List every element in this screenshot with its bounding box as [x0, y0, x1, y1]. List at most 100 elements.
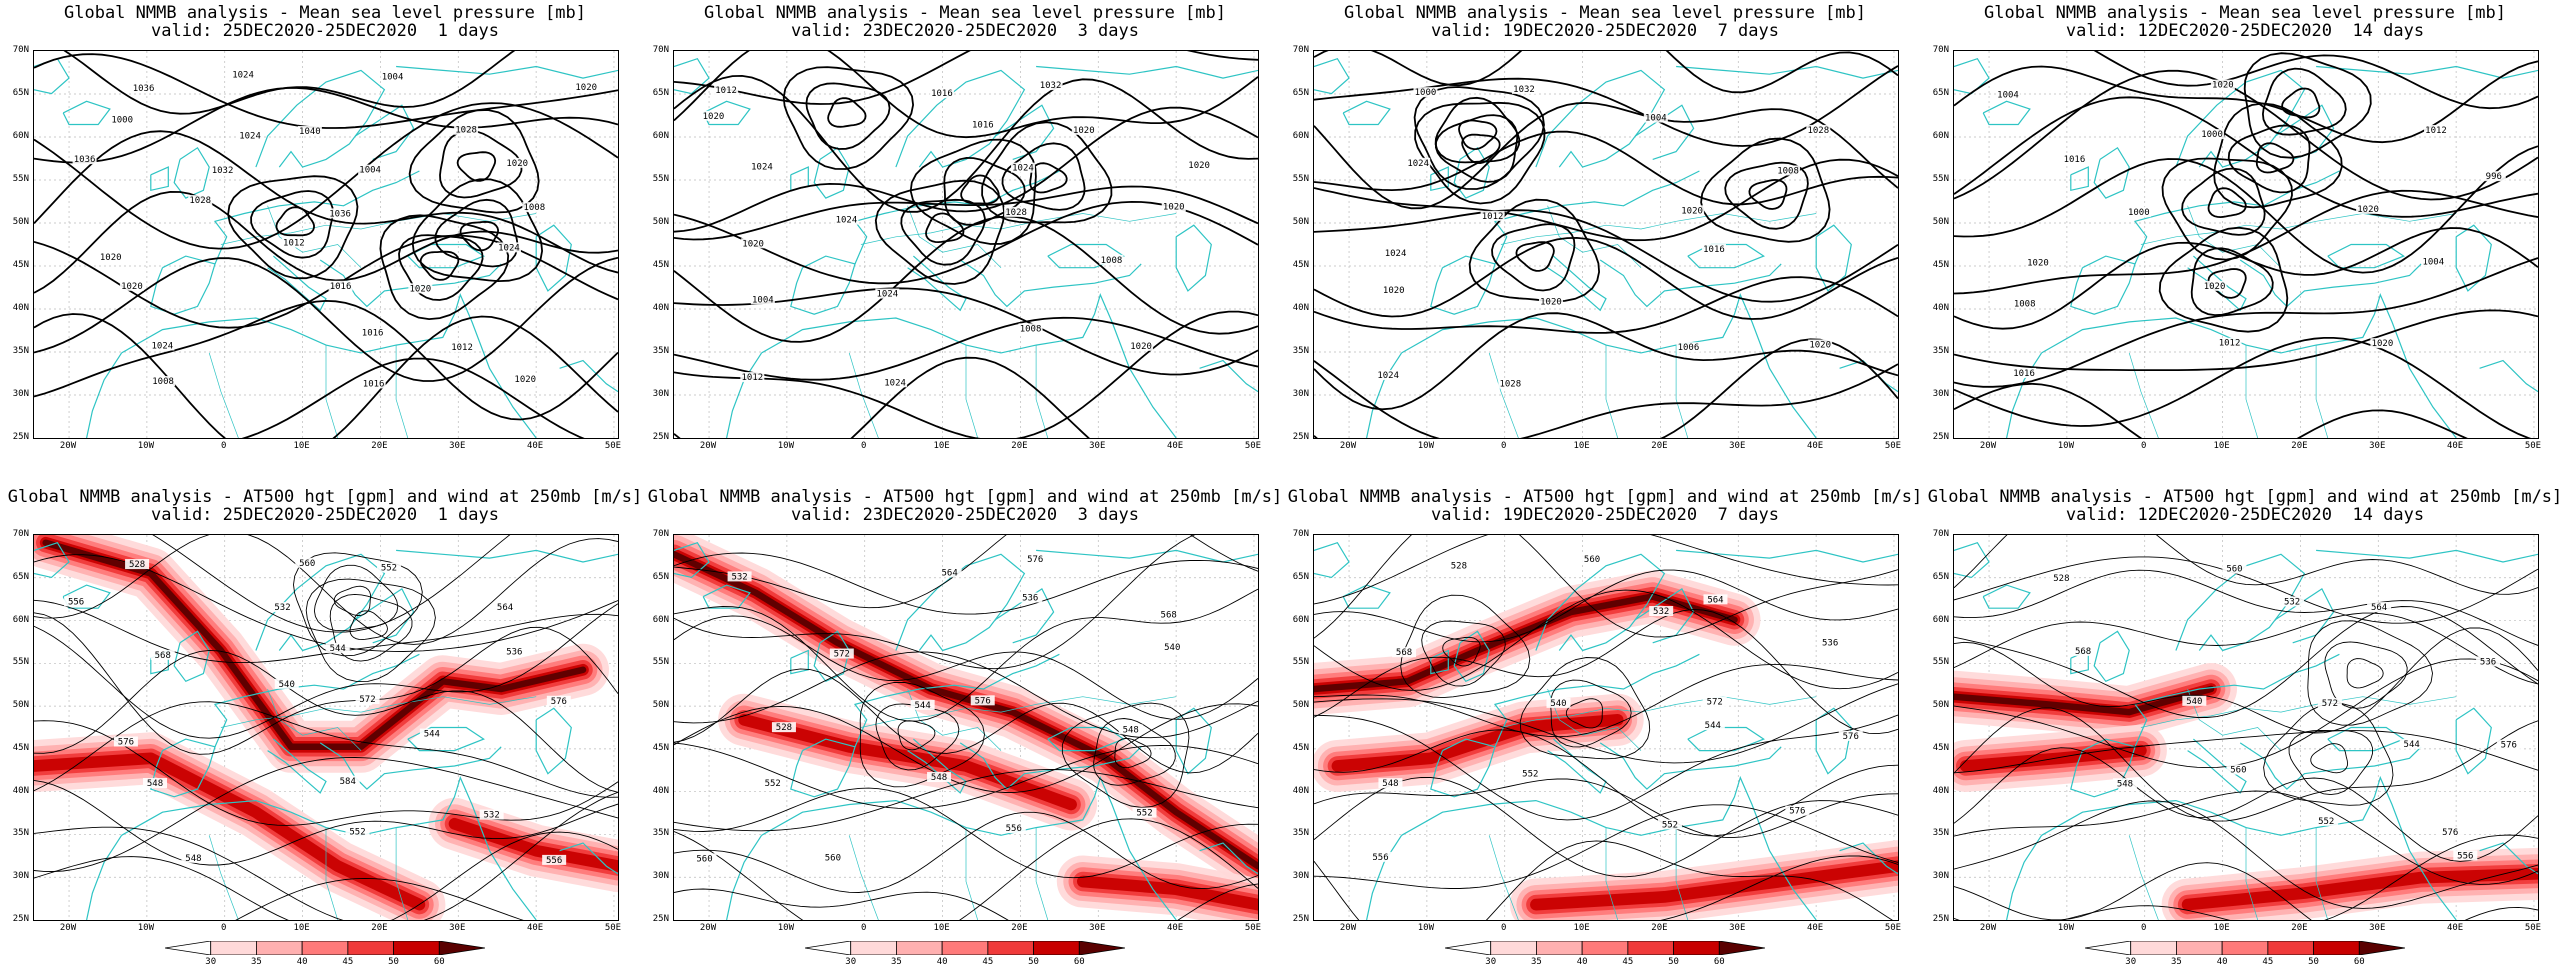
contour-label: 548: [1382, 779, 1398, 789]
coastline: [1342, 100, 1391, 126]
jet-shade: [1331, 713, 1624, 772]
coastline: [86, 834, 123, 920]
contour-label: 1000: [2128, 208, 2150, 218]
contour-label: 560: [2226, 565, 2242, 575]
colorbar-tick-label: 35: [2171, 957, 2182, 967]
map-frame: 528 532 536 540 544 548 552 556 560 564 568 572 576 5…: [33, 534, 619, 921]
colorbar-swatch: [1627, 941, 1674, 955]
map-plot: 532 536 540 544 548 552 556 560 564 568 572 576 528 5…: [674, 535, 1258, 920]
contour-label-bg: [1701, 243, 1726, 254]
contour-label-bg: [2496, 739, 2521, 750]
coastline: [2327, 243, 2405, 269]
isoline: [674, 215, 1258, 343]
contour-label: 560: [2230, 766, 2246, 776]
contour-label-bg: [419, 728, 444, 739]
contour-label: 576: [1789, 807, 1805, 817]
lon-tick-label: 30E: [1089, 441, 1106, 451]
lat-tick-label: 30N: [1932, 871, 1949, 882]
colorbar-swatch: [1718, 941, 1765, 955]
contour-label-bg: [1132, 807, 1157, 818]
isoline-closed: [459, 220, 500, 252]
contour-label-bg: [231, 69, 256, 80]
contour-label-bg: [1118, 724, 1143, 735]
contour-label: 1012: [1482, 212, 1504, 222]
isoline-closed: [1468, 198, 1601, 303]
lat-tick-label: 50N: [652, 217, 669, 227]
coastline: [2316, 65, 2538, 79]
lon-tick-label: 40E: [1166, 441, 1184, 451]
coastline: [208, 835, 239, 920]
coastline: [2128, 352, 2159, 438]
coastline: [2479, 842, 2538, 875]
contour-label: 552: [765, 779, 781, 789]
coastline: [1599, 259, 1782, 308]
lon-tick-label: 10W: [1417, 441, 1434, 451]
contour-label: 548: [2117, 779, 2133, 789]
contour-label-bg: [1129, 340, 1154, 351]
isoline: [2093, 51, 2538, 110]
lat-tick-label: 40N: [1932, 785, 1949, 796]
contour-label-bg: [1776, 165, 1801, 176]
isoline-closed: [439, 129, 523, 199]
lon-tick-label: 50E: [2524, 923, 2542, 933]
isoline: [34, 190, 618, 294]
coastline: [396, 549, 618, 563]
lon-tick-label: 50E: [1244, 923, 1262, 933]
isoline: [34, 779, 618, 866]
isoline: [674, 552, 1258, 615]
coastline: [2315, 827, 2329, 920]
panel-title: Global NMMB analysis - AT500 hgt [gpm] a…: [1273, 488, 1937, 524]
isoline: [1954, 862, 2538, 920]
contour-label: 568: [155, 651, 171, 661]
contour-label: 1020: [1163, 203, 1185, 213]
contour-label: 528: [129, 560, 145, 570]
lat-tick-label: 55N: [12, 174, 29, 184]
coastline: [86, 352, 123, 438]
isoline: [674, 535, 1258, 609]
isoline: [1314, 776, 1898, 878]
lat-tick-label: 40N: [1932, 303, 1949, 313]
coastline: [2070, 255, 2136, 315]
isoline: [34, 791, 618, 920]
isoline-closed: [943, 156, 1026, 226]
map-plot: 1012 1016 1020 1024 1008 1004 1008 1012 1016 1020…: [674, 51, 1258, 438]
lon-tick-label: 20E: [1651, 441, 1668, 451]
panel-valid-line: valid: 25DEC2020-25DEC2020 1 days: [151, 21, 499, 41]
isoline-closed: [456, 151, 497, 182]
coastline: [1547, 205, 1642, 268]
coastline: [1401, 799, 1700, 836]
lon-tick-label: 0: [861, 923, 867, 933]
contour-label: 1036: [133, 84, 155, 94]
contour-label: 584: [340, 777, 356, 787]
coastline: [2133, 653, 2340, 748]
lat-tick-label: 45N: [1932, 260, 1949, 270]
lat-tick-label: 70N: [652, 45, 669, 55]
contour-label-bg: [2399, 738, 2424, 749]
contour-label: 1024: [1385, 249, 1407, 259]
lon-tick-label: 10W: [2057, 441, 2074, 451]
isoline: [34, 720, 618, 826]
lon-tick-label: 20W: [59, 923, 77, 933]
map-plot: 1004 1000 996 1000 1004 1008 1012 1016 1020 1012 1…: [1954, 51, 2538, 438]
lat-tick-label: 70N: [1292, 529, 1309, 539]
isoline: [1660, 855, 1898, 920]
colorbar-swatch: [805, 941, 852, 955]
coastline: [702, 584, 751, 609]
coastline: [674, 541, 710, 579]
colorbar: 30 35 40 45 50 60: [2085, 941, 2405, 967]
lon-tick-label: 10E: [293, 923, 310, 933]
contour-label: 1004: [752, 295, 774, 305]
colorbar-swatch: [347, 941, 394, 955]
lat-tick-label: 35N: [652, 346, 669, 356]
lat-tick-label: 45N: [1932, 742, 1949, 753]
contour-label: 564: [497, 603, 513, 613]
contour-label-bg: [2421, 256, 2446, 267]
contour-label: 1020: [514, 375, 536, 385]
lon-tick-label: 20E: [1011, 441, 1028, 451]
contour-label: 1024: [498, 243, 520, 253]
isoline: [34, 299, 618, 421]
isoline: [674, 615, 1258, 720]
lat-tick-label: 55N: [1932, 174, 1949, 184]
contour-label: 1000: [111, 116, 133, 126]
panel-valid-line: valid: 25DEC2020-25DEC2020 1 days: [151, 505, 499, 525]
